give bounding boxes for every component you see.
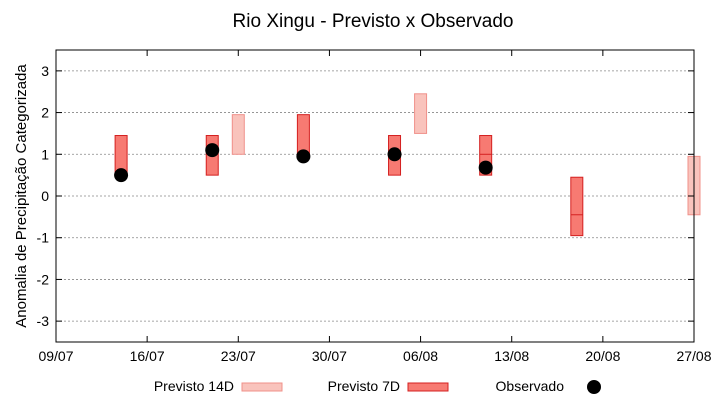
x-tick-label: 09/07 [38,348,73,364]
ticks-layer: 3 2 1 0 -1 -2 -3 09/07 16/07 23/07 30/07 06/08 13/08… [37,50,712,364]
bars-layer [114,93,701,237]
x-tick-label: 20/08 [585,348,620,364]
plot-frame [55,49,695,343]
y-tick-label: 1 [41,146,49,162]
y-tick-label: 3 [41,63,49,79]
observado-point [205,143,220,158]
y-tick-label: 0 [41,188,49,204]
x-tick-label: 27/08 [676,348,711,364]
observado-point [387,147,402,162]
points-layer [114,143,493,183]
y-axis-label: Anomalia de Precipitação Categorizada [13,64,30,328]
legend: Previsto 14D Previsto 7D Observado [154,378,601,394]
x-tick-label: 23/07 [221,348,256,364]
observado-point [478,160,493,175]
y-tick-label: -1 [37,230,50,246]
x-tick-label: 16/07 [130,348,165,364]
legend-label: Previsto 14D [154,378,234,394]
legend-label: Previsto 7D [328,378,400,394]
observado-point [114,168,129,183]
range-bar-previsto-14d [414,93,428,134]
legend-swatch [587,380,601,394]
y-tick-label: -3 [37,313,50,329]
observado-point [296,149,311,164]
y-tick-label: 2 [41,105,49,121]
y-tick-label: -2 [37,271,50,287]
grid-layer [56,70,694,322]
range-bar-previsto-7d [570,176,584,237]
legend-label: Observado [496,378,565,394]
legend-swatch [407,382,449,392]
x-tick-label: 30/07 [312,348,347,364]
x-tick-label: 06/08 [403,348,438,364]
range-bar-previsto-14d [231,114,245,155]
x-tick-label: 13/08 [494,348,529,364]
chart-title: Rio Xingu - Previsto x Observado [233,11,514,32]
legend-swatch [241,382,283,392]
